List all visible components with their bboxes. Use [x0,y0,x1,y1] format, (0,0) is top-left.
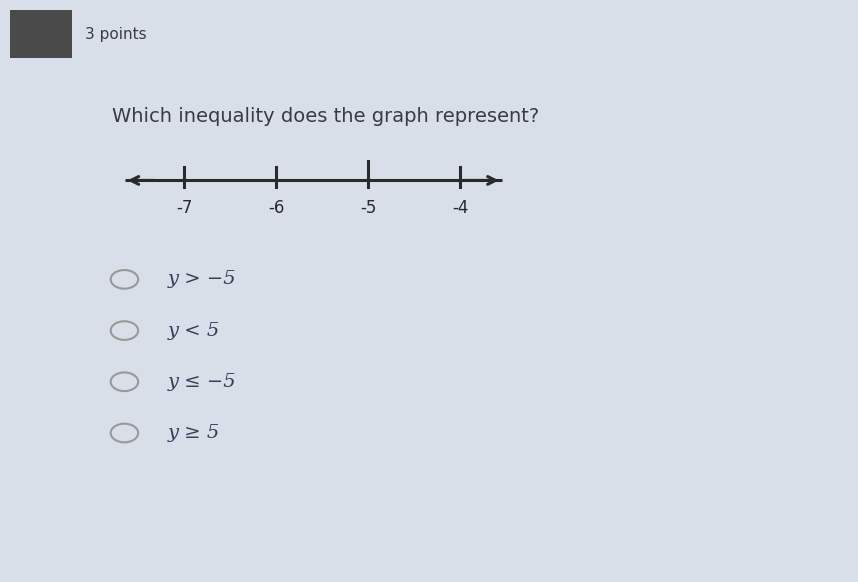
Text: -5: -5 [360,200,377,218]
Text: y ≥ 5: y ≥ 5 [167,424,220,442]
Text: 50: 50 [26,24,57,44]
Text: -4: -4 [452,200,468,218]
Text: y > −5: y > −5 [167,271,236,288]
Text: y ≤ −5: y ≤ −5 [167,373,236,391]
Text: 3 points: 3 points [85,27,147,42]
Text: Which inequality does the graph represent?: Which inequality does the graph represen… [112,107,539,126]
Text: -6: -6 [269,200,285,218]
Text: -7: -7 [176,200,193,218]
Text: y < 5: y < 5 [167,322,220,339]
